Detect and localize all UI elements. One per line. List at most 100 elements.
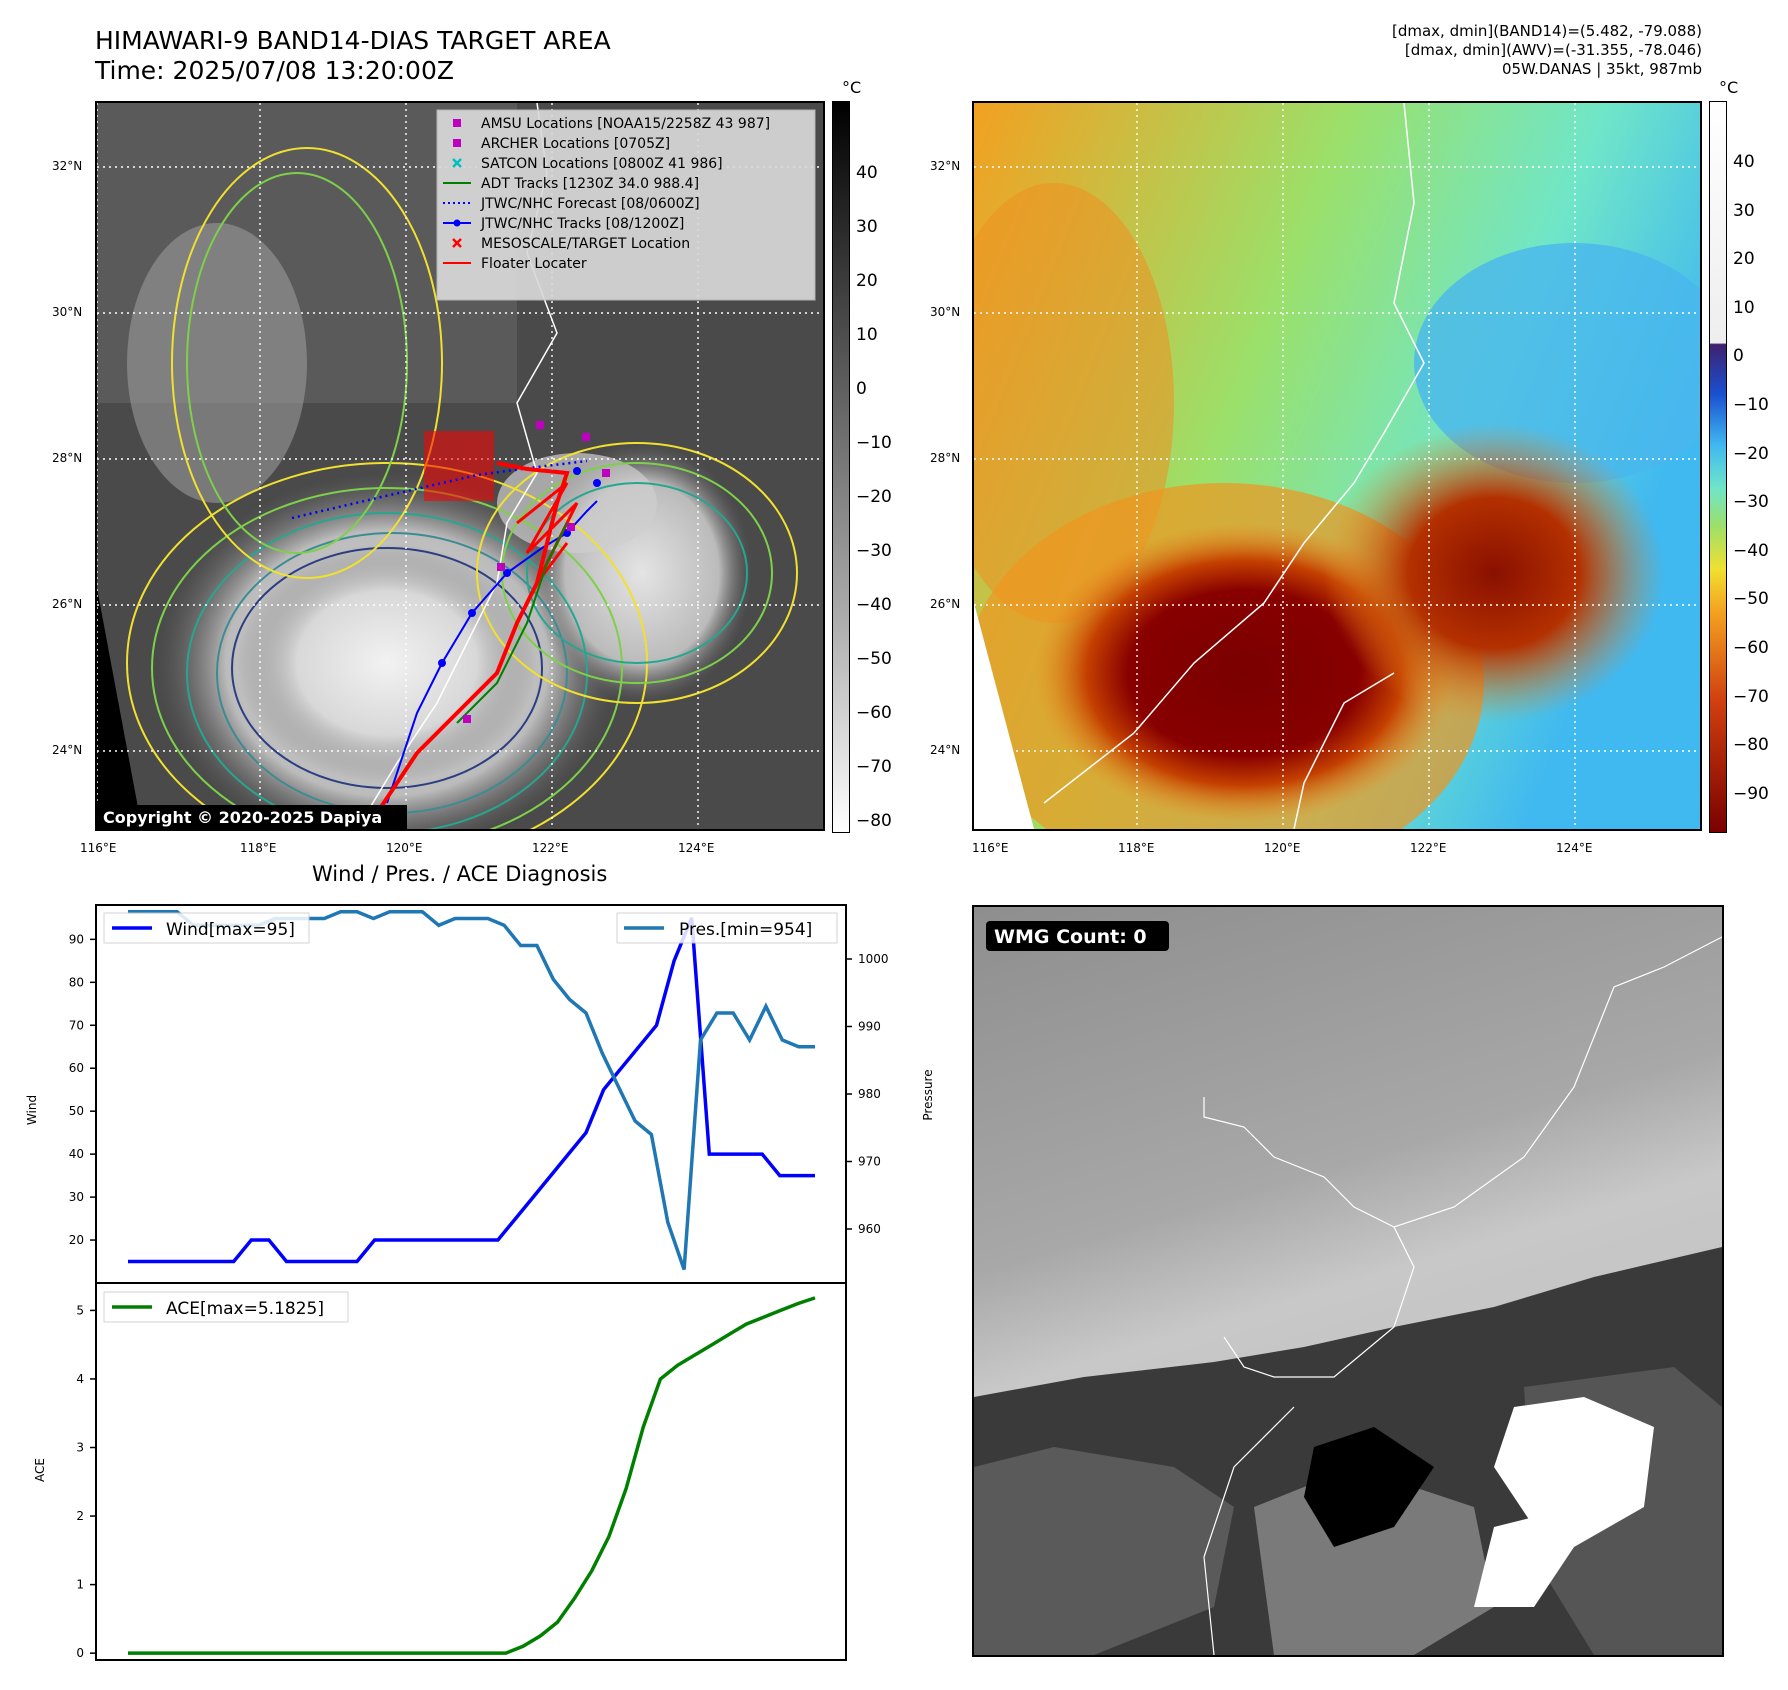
lon-label-122: 122°E (532, 841, 569, 855)
axis-tick-label: 30 (69, 1190, 84, 1204)
colorbar-tick-label: −90 (1733, 783, 1769, 804)
lon-label-124: 124°E (678, 841, 715, 855)
axis-tick-label: 90 (69, 932, 84, 946)
legend-item-label: JTWC/NHC Tracks [08/1200Z] (480, 216, 684, 232)
colorbar-tick-label: 0 (856, 379, 867, 399)
legend-item-label: JTWC/NHC Forecast [08/0600Z] (480, 196, 700, 212)
axis-tick-label: 4 (76, 1372, 84, 1386)
ace-series-line (128, 1296, 816, 1655)
lon-label-124-right: 124°E (1556, 841, 1593, 855)
colorbar-tick-label: −20 (1733, 443, 1769, 464)
lon-label-116: 116°E (80, 841, 117, 855)
axis-tick-label: 60 (69, 1061, 84, 1075)
ace-axis-label: ACE (33, 1458, 47, 1482)
gray-colorbar (832, 101, 850, 833)
colorbar-tick-label: −70 (1733, 686, 1769, 707)
wmg-svg: WMG Count: 0 (974, 907, 1722, 1655)
axis-tick-label: 80 (69, 975, 84, 989)
lat-label-28: 28°N (52, 451, 82, 465)
title-line-1: HIMAWARI-9 BAND14-DIAS TARGET AREA (95, 26, 611, 55)
colorbar-tick-label: −40 (1733, 540, 1769, 561)
gray-colorbar-ticks: 40 30 20 10 0 −10 −20 −30 −40 −50 −60 −70 −80 (856, 146, 892, 848)
axis-tick-label: 2 (76, 1509, 84, 1523)
lat-label-30-right: 30°N (930, 305, 960, 319)
color-colorbar-unit: °C (1719, 78, 1739, 97)
axis-tick-label: 0 (76, 1646, 84, 1660)
pressure-legend: Pres.[min=954] (616, 912, 838, 944)
colorbar-tick-label: −50 (856, 649, 892, 669)
colorbar-tick-label: −80 (856, 811, 892, 831)
figure-title: HIMAWARI-9 BAND14-DIAS TARGET AREA Time:… (95, 26, 611, 86)
info-line-2: [dmax, dmin](AWV)=(-31.355, -78.046) (1404, 41, 1702, 59)
color-colorbar (1709, 101, 1727, 833)
colorbar-tick-label: −40 (856, 595, 892, 615)
legend-item-label: MESOSCALE/TARGET Location (481, 236, 690, 252)
wind-axis-label: Wind (25, 1095, 39, 1125)
legend-item-label: ADT Tracks [1230Z 34.0 988.4] (481, 176, 699, 192)
wind-legend: Wind[max=95] (103, 912, 310, 944)
colorbar-tick-label: 20 (1733, 249, 1755, 270)
lat-label-26-right: 26°N (930, 597, 960, 611)
legend-item: MESOSCALE/TARGET Location (452, 236, 690, 252)
axis-tick-label: 1000 (858, 952, 889, 966)
wmg-panel: WMG Count: 0 (972, 905, 1724, 1657)
title-line-2: Time: 2025/07/08 13:20:00Z (95, 56, 454, 85)
axis-tick-label: 960 (858, 1222, 881, 1236)
legend-item: SATCON Locations [0800Z 41 986] (452, 156, 723, 172)
ace-legend-label: ACE[max=5.1825] (166, 1299, 324, 1319)
axis-tick-label: 50 (69, 1104, 84, 1118)
colored-map-svg (974, 103, 1700, 829)
legend-item-label: AMSU Locations [NOAA15/2258Z 43 987] (481, 116, 770, 132)
colorbar-tick-label: −10 (856, 433, 892, 453)
colorbar-tick-label: −60 (856, 703, 892, 723)
colorbar-tick-label: −30 (1733, 492, 1769, 513)
colorbar-tick-label: 0 (1733, 346, 1744, 367)
colorbar-tick-label: 30 (1733, 200, 1755, 221)
lat-label-32-right: 32°N (930, 159, 960, 173)
pressure-axis-label: Pressure (921, 1069, 935, 1120)
lat-label-28-right: 28°N (930, 451, 960, 465)
lat-label-32: 32°N (52, 159, 82, 173)
colorbar-tick-label: 20 (856, 271, 878, 291)
wmg-count-label: WMG Count: 0 (994, 926, 1147, 948)
pressure-legend-label: Pres.[min=954] (679, 920, 812, 940)
lat-label-26: 26°N (52, 597, 82, 611)
storm-info: [dmax, dmin](BAND14)=(5.482, -79.088) [d… (1392, 22, 1702, 79)
lon-label-116-right: 116°E (972, 841, 1009, 855)
legend-item: JTWC/NHC Tracks [08/1200Z] (443, 216, 684, 232)
legend-item-label: SATCON Locations [0800Z 41 986] (481, 156, 723, 172)
legend-item: JTWC/NHC Forecast [08/0600Z] (443, 196, 700, 212)
colored-ir-map-panel (972, 101, 1702, 831)
wind-legend-label: Wind[max=95] (166, 920, 295, 940)
legend-item-label: ARCHER Locations [0705Z] (481, 136, 670, 152)
colorbar-tick-label: −20 (856, 487, 892, 507)
legend-item: ARCHER Locations [0705Z] (453, 136, 670, 152)
axis-tick-label: 40 (69, 1147, 84, 1161)
legend-item-label: Floater Locater (481, 256, 587, 272)
diagnosis-title: Wind / Pres. / ACE Diagnosis (312, 862, 608, 886)
axis-tick-label: 3 (76, 1441, 84, 1455)
colorbar-tick-label: −10 (1733, 394, 1769, 415)
colorbar-tick-label: 10 (1733, 297, 1755, 318)
axis-tick-label: 980 (858, 1087, 881, 1101)
colorbar-tick-label: −30 (856, 541, 892, 561)
ir-map-svg: AMSU Locations [NOAA15/2258Z 43 987] ARCH… (97, 103, 823, 829)
lon-label-120: 120°E (386, 841, 423, 855)
lon-label-122-right: 122°E (1410, 841, 1447, 855)
colorbar-tick-label: 10 (856, 325, 878, 345)
diagnosis-chart: 90 80 70 60 50 40 30 20 1000 990 980 970 960 5 4 3 2 1 0… (25, 904, 935, 1661)
legend-item: Floater Locater (443, 256, 587, 272)
colorbar-tick-label: −50 (1733, 589, 1769, 610)
lon-label-120-right: 120°E (1264, 841, 1301, 855)
gray-colorbar-unit: °C (842, 78, 862, 97)
lat-label-30: 30°N (52, 305, 82, 319)
axis-tick-label: 70 (69, 1018, 84, 1032)
colorbar-tick-label: −70 (856, 757, 892, 777)
lat-label-24-right: 24°N (930, 743, 960, 757)
map-legend: AMSU Locations [NOAA15/2258Z 43 987] ARCH… (436, 109, 816, 301)
axis-tick-label: 5 (76, 1303, 84, 1317)
colorbar-tick-label: −80 (1733, 735, 1769, 756)
lon-label-118-right: 118°E (1118, 841, 1155, 855)
mesoscale-box (424, 431, 494, 501)
color-colorbar-ticks: 40 30 20 10 0 −10 −20 −30 −40 −50 −60 −70 −80 −90 (1733, 138, 1769, 818)
